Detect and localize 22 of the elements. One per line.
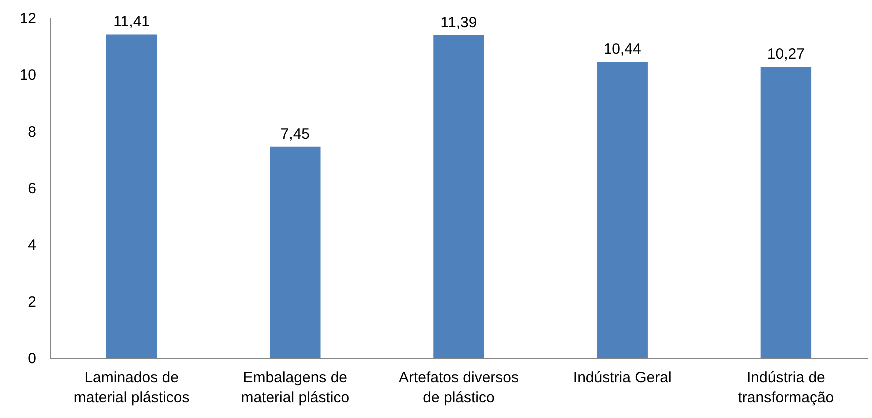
x-tick-label: Artefatos diversos de plástico: [398, 370, 520, 406]
bar: [270, 146, 321, 358]
x-tick-label: Embalagens de material plástico: [241, 370, 350, 406]
data-label: 11,41: [114, 14, 150, 31]
y-tick-label: 4: [28, 237, 36, 254]
y-tick-label: 10: [20, 67, 36, 84]
y-tick-label: 6: [28, 180, 36, 198]
x-tick-label: Laminados de material plásticos: [74, 370, 190, 406]
data-label: 7,45: [280, 126, 310, 143]
y-tick-label: 0: [28, 350, 36, 368]
data-label: 10,44: [604, 41, 642, 58]
bar: [760, 67, 812, 358]
data-label: 11,39: [440, 14, 478, 32]
y-tick-label: 2: [28, 294, 36, 311]
y-tick-label: 8: [28, 124, 36, 141]
x-tick-label: Indústria Geral: [573, 370, 672, 386]
bar: [434, 35, 484, 358]
y-tick-label: 12: [20, 10, 36, 28]
data-label: 10,27: [767, 46, 805, 64]
bar: [597, 62, 648, 358]
x-tick-label: Indústria de transformação: [738, 370, 834, 406]
bar: [106, 34, 158, 358]
